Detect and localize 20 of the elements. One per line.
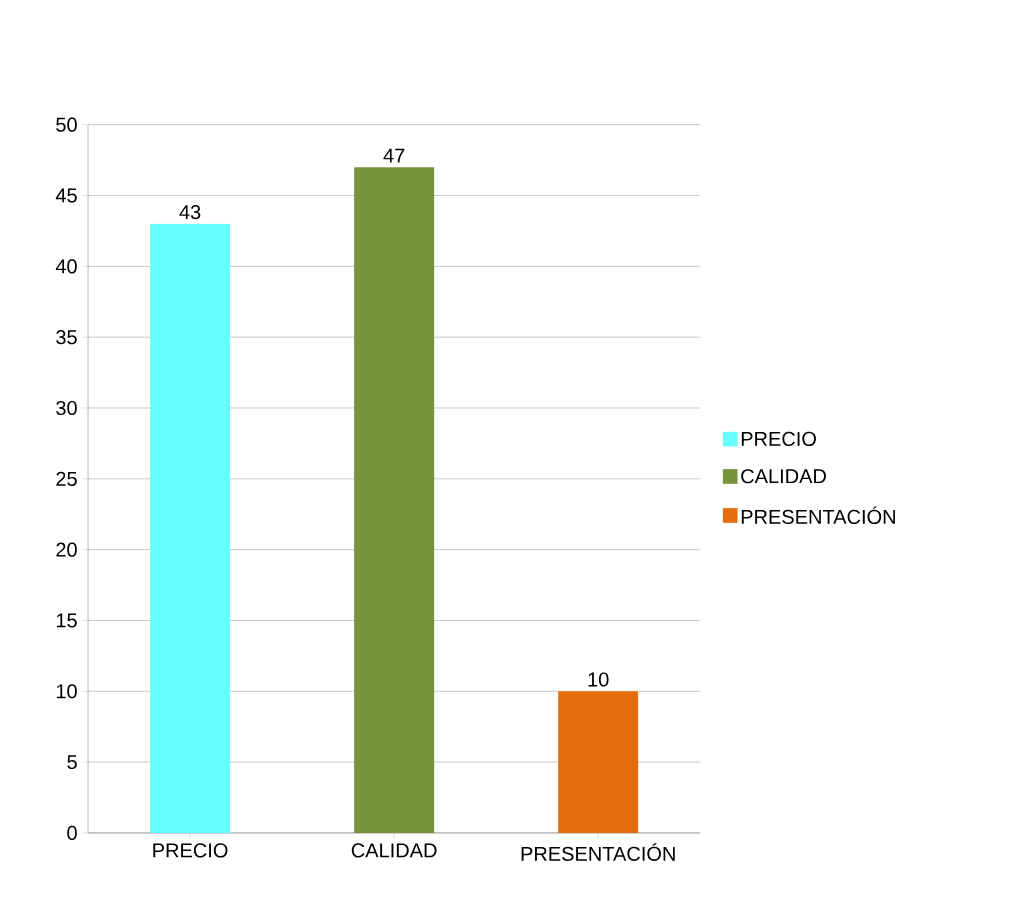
legend-label: CALIDAD — [741, 469, 826, 484]
y-tick-label: 0 — [67, 825, 77, 840]
y-tick-label: 15 — [56, 613, 77, 628]
data-label: 43 — [179, 204, 201, 219]
legend-label: PRESENTACIÓN — [741, 506, 895, 524]
x-tick-label: CALIDAD — [351, 843, 437, 858]
x-tick-label: PRESENTACIÓN — [521, 843, 675, 861]
y-tick-label: 25 — [56, 471, 77, 486]
data-label: 47 — [383, 148, 405, 163]
y-tick-label: 40 — [55, 259, 77, 274]
y-tick-label: 45 — [55, 188, 77, 203]
y-tick-label: 10 — [56, 684, 77, 699]
y-tick-label: 30 — [56, 400, 77, 415]
x-tick-label: PRECIO — [153, 843, 228, 858]
data-label: 10 — [588, 672, 609, 687]
y-tick-label: 50 — [56, 117, 77, 132]
y-tick-label: 5 — [67, 754, 77, 769]
y-tick-label: 35 — [56, 329, 77, 345]
legend-label: PRECIO — [741, 431, 816, 446]
y-tick-label: 20 — [56, 542, 77, 557]
